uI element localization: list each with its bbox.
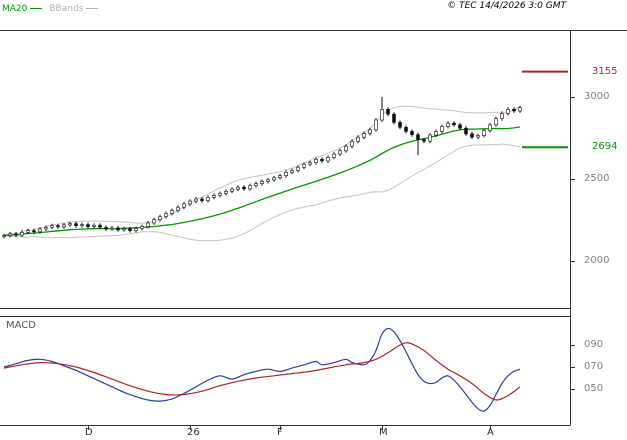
price-axis-label-2500: 2500: [584, 173, 610, 184]
legend-item-ma20: MA20: [2, 4, 43, 14]
ma20-line-swatch: [30, 8, 43, 9]
macd-axis-label-070: 070: [584, 361, 604, 372]
candlestick-series: [2, 97, 522, 239]
time-axis-label-jan26: 26: [187, 427, 200, 438]
macd-signal-line: [3, 342, 521, 401]
time-axis-label-february: F: [277, 427, 283, 438]
bbands-legend-label: BBands: [49, 4, 84, 14]
price-axis-label-3000: 3000: [584, 91, 610, 102]
time-axis-label-april: A: [487, 427, 494, 438]
time-axis-label-march: M: [379, 427, 388, 438]
bollinger-upper-band: [3, 105, 521, 237]
bollinger-lower-band: [3, 143, 521, 242]
macd-panel-label: MACD: [6, 320, 36, 331]
copyright-notice: © TEC 14/4/2026 3:0 GMT: [447, 1, 566, 11]
axis-ticks: [88, 97, 575, 430]
support-level-label: 2694: [592, 141, 618, 153]
ma20-line: [3, 126, 521, 237]
chart-frame: [0, 30, 627, 426]
macd-line: [3, 327, 521, 412]
resistance-level-label: 3155: [592, 65, 618, 77]
time-axis-label-december: D: [85, 427, 93, 438]
price-axis-label-2000: 2000: [584, 255, 610, 266]
bbands-line-swatch: [86, 8, 99, 9]
macd-axis-label-090: 090: [584, 339, 604, 350]
macd-axis-label-050: 050: [584, 383, 604, 394]
legend: MA20 BBands: [2, 4, 99, 14]
ma20-legend-label: MA20: [2, 4, 28, 14]
legend-item-bbands: BBands: [49, 4, 99, 14]
